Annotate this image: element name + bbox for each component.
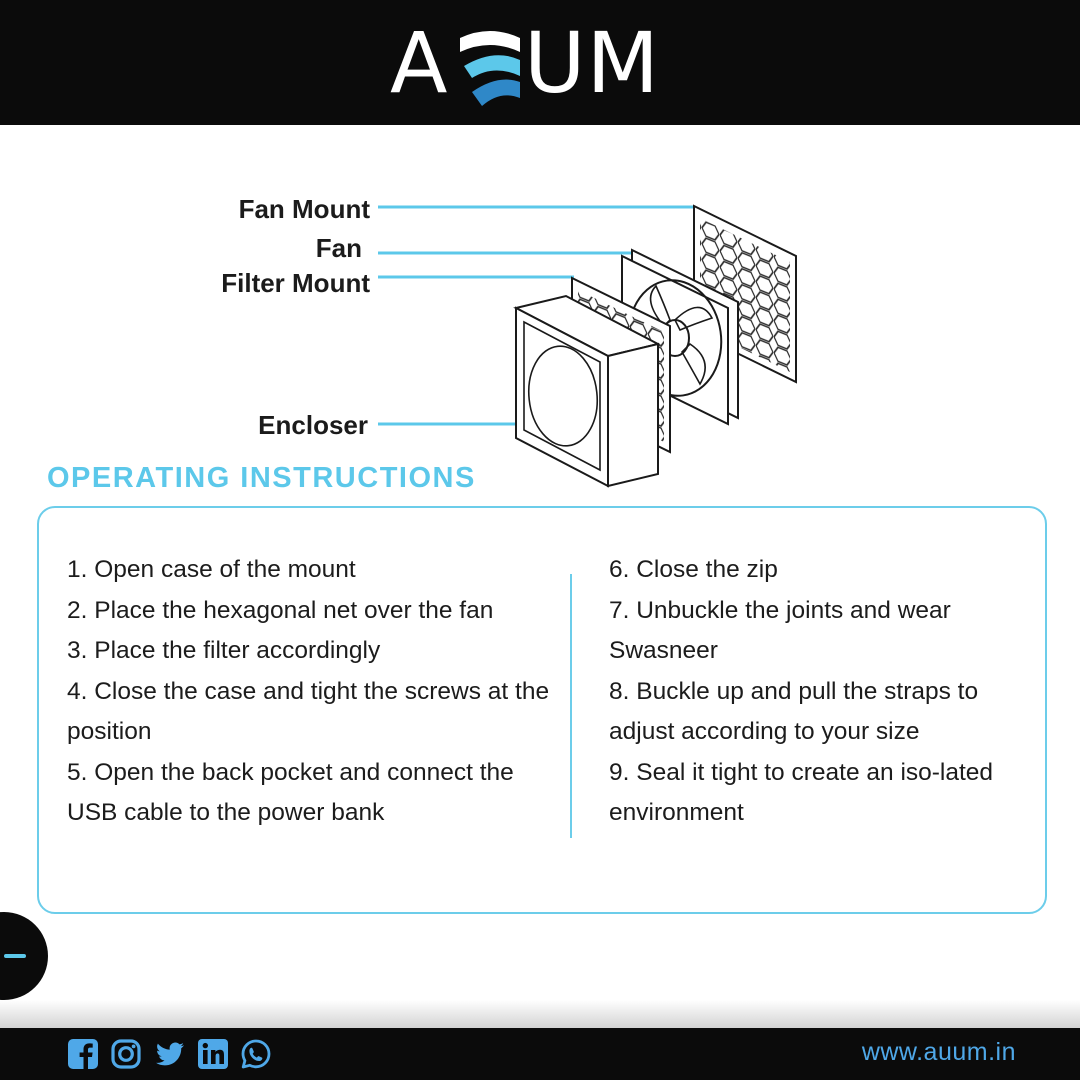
exploded-assembly-diagram	[378, 204, 797, 488]
instagram-icon[interactable]	[110, 1038, 142, 1070]
logo-letter-a: A	[390, 14, 449, 112]
instructions-title: OPERATING INSTRUCTIONS	[47, 462, 476, 494]
side-nav-tab[interactable]	[0, 912, 48, 1000]
twitter-icon[interactable]	[154, 1038, 186, 1070]
website-link[interactable]: www.auum.in	[861, 1038, 1016, 1066]
linkedin-icon[interactable]	[197, 1038, 229, 1070]
label-fan-mount: Fan Mount	[238, 194, 370, 224]
facebook-icon[interactable]	[67, 1038, 99, 1070]
logo-letters-um: UM	[524, 14, 660, 112]
instruction-item: 7. Unbuckle the joints and wear Swasneer	[609, 596, 951, 665]
instruction-item: 3. Place the filter accordingly	[67, 637, 381, 664]
instruction-item: 8. Buckle up and pull the straps to adju…	[609, 677, 979, 746]
encloser-frame	[513, 294, 661, 488]
instruction-item: 4. Close the case and tight the screws a…	[67, 677, 550, 746]
auum-logo: A UM	[390, 18, 690, 108]
header-bar: A UM	[0, 0, 1080, 125]
label-fan: Fan	[315, 233, 362, 263]
whatsapp-icon[interactable]	[240, 1038, 272, 1070]
dash-icon	[4, 954, 26, 958]
instructions-left-column: 1. Open case of the mount 2. Place the h…	[67, 550, 557, 834]
instruction-item: 6. Close the zip	[609, 556, 778, 583]
instruction-item: 1. Open case of the mount	[67, 556, 356, 583]
footer-shadow	[0, 1000, 1080, 1030]
logo-wave-icon	[460, 31, 520, 106]
instructions-box	[37, 506, 1047, 914]
column-divider	[570, 574, 572, 838]
instructions-right-column: 6. Close the zip 7. Unbuckle the joints …	[609, 550, 1019, 834]
instruction-item: 5. Open the back pocket and connect the …	[67, 758, 514, 827]
label-encloser: Encloser	[258, 410, 368, 440]
label-filter-mount: Filter Mount	[221, 268, 370, 298]
instruction-item: 2. Place the hexagonal net over the fan	[67, 596, 494, 624]
instruction-item: 9. Seal it tight to create an iso-lated …	[609, 758, 994, 827]
